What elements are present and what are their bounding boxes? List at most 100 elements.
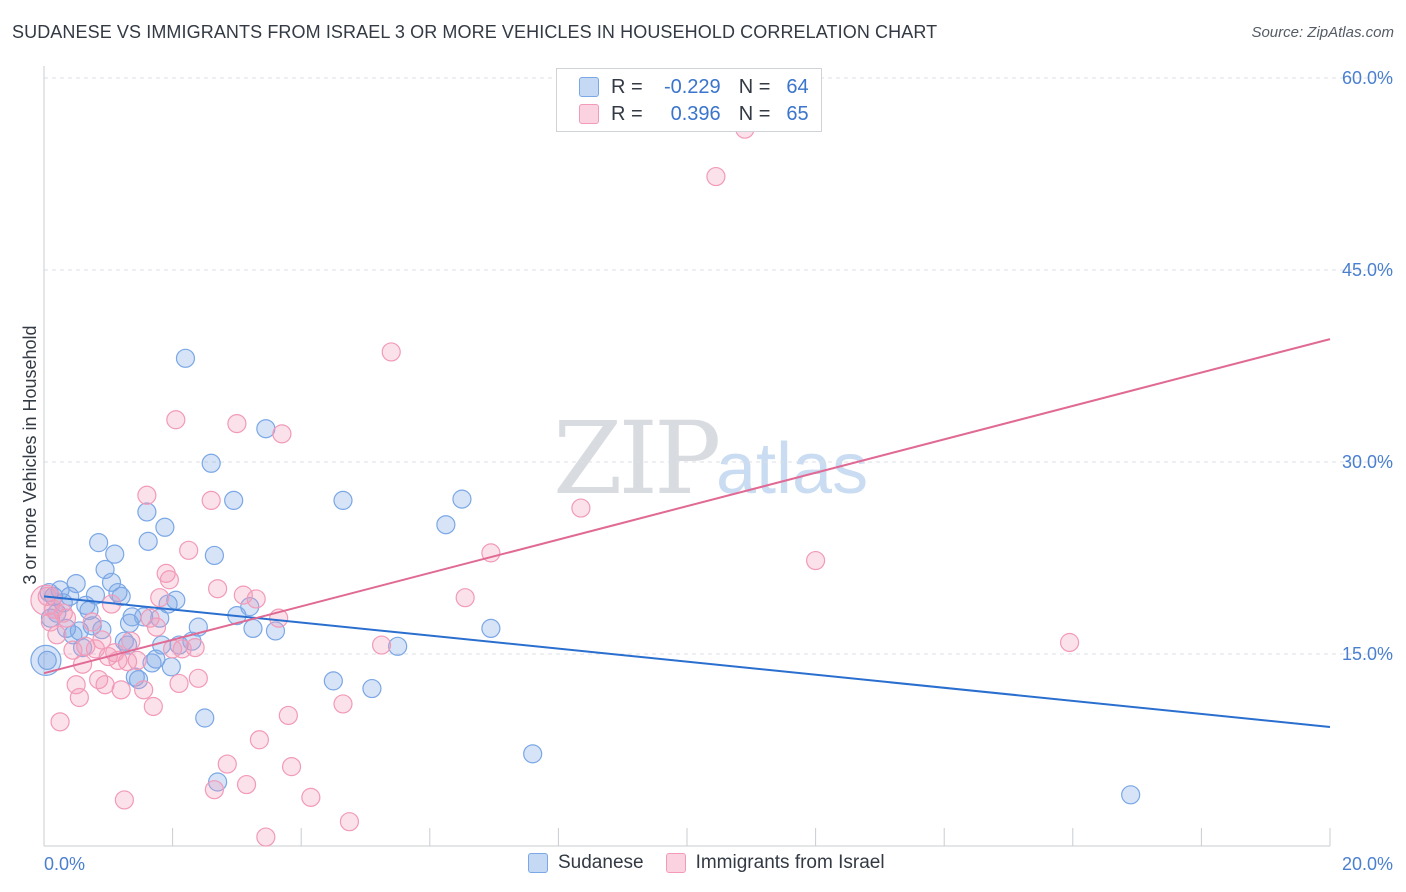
israel-point xyxy=(82,612,102,632)
israel-point xyxy=(143,696,163,717)
bottom-legend-israel: Immigrants from Israel xyxy=(665,852,885,874)
watermark-atlas: atlas xyxy=(716,429,869,509)
sudanese-point xyxy=(323,671,343,691)
bottom-legend-label-1: Sudanese xyxy=(558,852,644,873)
israel-point xyxy=(246,589,266,609)
sudanese-point xyxy=(89,533,109,553)
legend-r-label: R = xyxy=(611,102,643,125)
israel-point xyxy=(63,640,83,660)
trend-lines xyxy=(43,338,1331,728)
sudanese-point xyxy=(333,490,353,510)
sudanese-point xyxy=(111,586,131,607)
israel-point xyxy=(169,673,189,694)
sudanese-trend-line xyxy=(43,595,1331,728)
x-tick-label: 0.0% xyxy=(44,854,85,874)
sudanese-point xyxy=(481,618,501,639)
legend-row-israel: R = 0.396 N = 65 xyxy=(579,101,809,127)
bottom-legend-label-2: Immigrants from Israel xyxy=(695,852,885,873)
israel-point xyxy=(114,790,134,810)
israel-point xyxy=(50,712,70,732)
sudanese-point xyxy=(204,545,224,566)
sudanese-point xyxy=(128,669,149,690)
y-tick-label: 45.0% xyxy=(1342,260,1393,280)
israel-point xyxy=(227,414,247,434)
y-axis-label: 3 or more Vehicles in Household xyxy=(20,325,40,584)
sudanese-point xyxy=(243,618,263,639)
sudanese-point xyxy=(105,544,125,564)
israel-point xyxy=(455,588,475,608)
israel-point xyxy=(381,342,401,362)
israel-point xyxy=(1059,632,1080,653)
y-tick-label: 30.0% xyxy=(1342,452,1393,472)
israel-point xyxy=(30,584,62,616)
grid xyxy=(44,77,1392,655)
israel-point xyxy=(89,669,109,690)
israel-point xyxy=(233,585,253,605)
israel-point xyxy=(201,490,221,510)
israel-points xyxy=(30,119,1080,847)
sudanese-point xyxy=(1121,785,1141,805)
x-tick-label: 20.0% xyxy=(1342,854,1393,874)
sudanese-point xyxy=(30,644,62,677)
legend-r-label: R = xyxy=(611,75,643,98)
israel-point xyxy=(146,617,167,637)
legend-n-value: 65 xyxy=(786,102,809,125)
legend-swatch-pink xyxy=(579,104,599,124)
sudanese-point xyxy=(208,772,228,792)
legend-r-value: 0.396 xyxy=(670,102,721,125)
y-tick-label: 15.0% xyxy=(1342,644,1393,664)
sudanese-point xyxy=(201,453,221,473)
israel-point xyxy=(571,498,591,518)
bottom-legend-sudanese: Sudanese xyxy=(528,852,644,874)
israel-point xyxy=(256,827,276,847)
sudanese-point xyxy=(142,653,162,673)
chart-title: SUDANESE VS IMMIGRANTS FROM ISRAEL 3 OR … xyxy=(12,22,938,42)
israel-point xyxy=(137,485,157,505)
sudanese-point xyxy=(436,515,456,535)
sudanese-point xyxy=(92,620,112,640)
israel-point xyxy=(805,550,826,571)
israel-point xyxy=(371,635,392,655)
watermark-zip: ZIP xyxy=(553,400,721,517)
israel-point xyxy=(159,570,179,590)
legend-box: R = -0.229 N = 64 R = 0.396 N = 65 xyxy=(556,68,822,132)
legend-r-value: -0.229 xyxy=(663,75,721,98)
sudanese-point xyxy=(146,649,166,669)
israel-point xyxy=(706,166,726,187)
israel-point xyxy=(236,774,257,795)
israel-point xyxy=(217,754,237,774)
israel-point xyxy=(278,705,298,726)
israel-trend-line xyxy=(43,338,1331,675)
sudanese-point xyxy=(195,708,215,728)
bottom-swatch-pink xyxy=(665,853,686,873)
israel-point xyxy=(111,680,131,700)
legend-row-sudanese: R = -0.229 N = 64 xyxy=(579,74,809,100)
sudanese-point xyxy=(138,531,158,551)
israel-point xyxy=(121,631,141,651)
sudanese-point xyxy=(166,590,186,610)
tick-labels: 15.0% 30.0% 45.0% 60.0% 0.0% 20.0% 3 or more V… xyxy=(20,68,1393,874)
sudanese-point xyxy=(175,348,196,368)
sudanese-point xyxy=(224,490,244,510)
sudanese-point xyxy=(452,489,472,509)
israel-point xyxy=(208,579,228,599)
israel-point xyxy=(281,757,302,777)
sudanese-point xyxy=(66,573,86,594)
israel-point xyxy=(333,694,353,714)
sudanese-point xyxy=(388,636,408,656)
israel-point xyxy=(66,675,86,695)
israel-point xyxy=(166,410,186,430)
israel-point xyxy=(301,787,321,807)
legend-n-value: 64 xyxy=(786,75,809,98)
sudanese-point xyxy=(85,585,106,605)
sudanese-point xyxy=(256,419,276,439)
israel-point xyxy=(47,625,67,645)
sudanese-point xyxy=(362,678,382,699)
legend-n-label: N = xyxy=(738,102,771,125)
israel-point xyxy=(339,812,360,832)
sudanese-point xyxy=(161,657,181,677)
bottom-swatch-blue xyxy=(528,853,548,873)
sudanese-point xyxy=(137,502,157,522)
israel-point xyxy=(127,650,147,671)
